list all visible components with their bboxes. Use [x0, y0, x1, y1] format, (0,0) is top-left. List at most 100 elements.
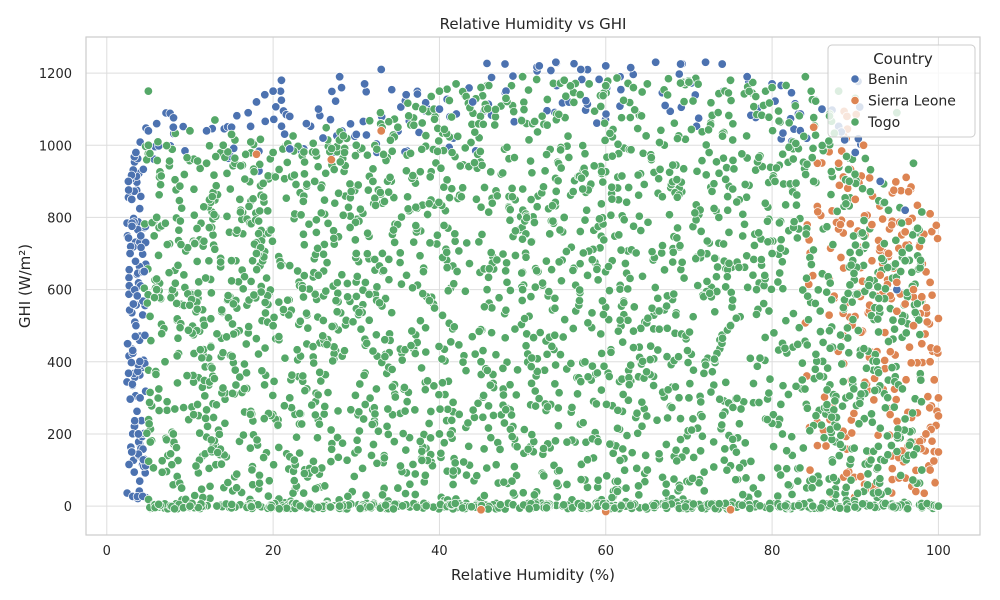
scatter-point-togo — [154, 384, 164, 394]
scatter-point-togo — [488, 410, 499, 421]
scatter-point-togo — [693, 79, 703, 89]
scatter-point-togo — [316, 376, 326, 386]
scatter-point-togo — [351, 140, 361, 150]
scatter-point-sierra-leone — [900, 227, 910, 237]
scatter-point-togo — [451, 79, 461, 89]
scatter-point-togo — [773, 106, 784, 116]
scatter-point-togo — [849, 268, 859, 278]
legend-title: Country — [873, 50, 933, 68]
scatter-point-togo — [206, 314, 216, 324]
scatter-point-togo — [211, 181, 221, 191]
scatter-point-benin — [131, 147, 141, 158]
scatter-point-togo — [580, 149, 590, 159]
scatter-point-togo — [517, 234, 528, 244]
scatter-point-sierra-leone — [476, 505, 486, 515]
scatter-point-benin — [201, 126, 212, 136]
scatter-point-togo — [309, 176, 320, 187]
scatter-point-togo — [719, 455, 729, 465]
scatter-point-togo — [760, 332, 770, 343]
scatter-point-togo — [751, 92, 761, 102]
scatter-point-togo — [381, 500, 391, 510]
scatter-point-togo — [206, 342, 216, 352]
scatter-point-togo — [411, 202, 421, 212]
scatter-point-togo — [806, 259, 816, 270]
scatter-point-togo — [227, 388, 238, 398]
scatter-point-togo — [766, 284, 776, 294]
scatter-point-togo — [274, 504, 284, 514]
scatter-point-togo — [748, 483, 758, 493]
scatter-point-togo — [511, 390, 521, 400]
scatter-point-togo — [863, 469, 873, 479]
scatter-point-togo — [866, 409, 877, 419]
scatter-point-togo — [576, 459, 586, 469]
scatter-point-togo — [933, 501, 944, 511]
scatter-point-togo — [578, 418, 588, 428]
scatter-point-togo — [498, 249, 508, 259]
scatter-point-togo — [264, 476, 274, 486]
scatter-point-togo — [252, 265, 262, 275]
scatter-point-togo — [901, 328, 911, 338]
scatter-point-togo — [607, 194, 617, 204]
scatter-point-togo — [445, 429, 455, 439]
scatter-point-togo — [540, 166, 550, 176]
scatter-point-togo — [501, 266, 511, 276]
scatter-point-togo — [858, 499, 868, 509]
scatter-point-benin — [660, 100, 670, 111]
scatter-point-togo — [736, 404, 746, 414]
scatter-point-togo — [621, 483, 631, 493]
scatter-point-benin — [128, 345, 138, 356]
scatter-point-togo — [793, 476, 803, 486]
scatter-point-togo — [251, 334, 261, 344]
scatter-point-sierra-leone — [887, 220, 897, 230]
scatter-point-togo — [711, 157, 722, 167]
scatter-point-togo — [858, 184, 868, 194]
scatter-point-togo — [461, 366, 471, 376]
scatter-point-togo — [554, 257, 564, 267]
scatter-point-togo — [662, 301, 672, 311]
scatter-point-togo — [227, 319, 238, 329]
scatter-point-togo — [773, 491, 783, 501]
scatter-point-togo — [447, 415, 457, 425]
scatter-point-togo — [448, 397, 458, 407]
scatter-point-togo — [378, 149, 389, 159]
scatter-point-togo — [672, 192, 682, 202]
scatter-point-togo — [684, 393, 694, 403]
scatter-point-togo — [362, 150, 372, 160]
scatter-point-togo — [510, 250, 521, 261]
scatter-point-togo — [694, 478, 704, 488]
scatter-point-togo — [183, 325, 193, 335]
scatter-point-togo — [211, 400, 221, 410]
scatter-point-togo — [417, 144, 427, 154]
scatter-point-togo — [298, 196, 308, 206]
scatter-point-togo — [883, 393, 893, 403]
scatter-point-togo — [384, 117, 394, 127]
scatter-point-togo — [287, 370, 297, 380]
scatter-point-togo — [880, 284, 890, 294]
scatter-point-togo — [220, 418, 230, 428]
scatter-point-togo — [752, 361, 762, 371]
scatter-point-togo — [916, 255, 926, 265]
scatter-point-togo — [421, 347, 431, 357]
scatter-point-benin — [487, 72, 497, 82]
scatter-point-togo — [333, 188, 344, 198]
scatter-point-togo — [745, 353, 755, 363]
scatter-point-togo — [398, 501, 408, 511]
scatter-point-togo — [204, 256, 214, 266]
scatter-point-togo — [323, 388, 333, 398]
scatter-point-togo — [793, 500, 804, 510]
scatter-point-togo — [310, 289, 320, 299]
scatter-point-togo — [437, 354, 447, 364]
scatter-point-togo — [442, 247, 452, 257]
scatter-point-togo — [828, 240, 838, 250]
scatter-point-togo — [734, 262, 744, 272]
legend-box — [827, 44, 976, 138]
scatter-point-togo — [853, 488, 863, 498]
scatter-point-togo — [282, 157, 292, 167]
scatter-point-togo — [904, 440, 914, 450]
scatter-point-togo — [206, 288, 216, 298]
scatter-point-togo — [686, 124, 696, 135]
scatter-point-benin — [361, 87, 371, 97]
scatter-point-togo — [725, 75, 736, 86]
scatter-point-togo — [424, 296, 434, 306]
scatter-point-togo — [319, 239, 329, 249]
